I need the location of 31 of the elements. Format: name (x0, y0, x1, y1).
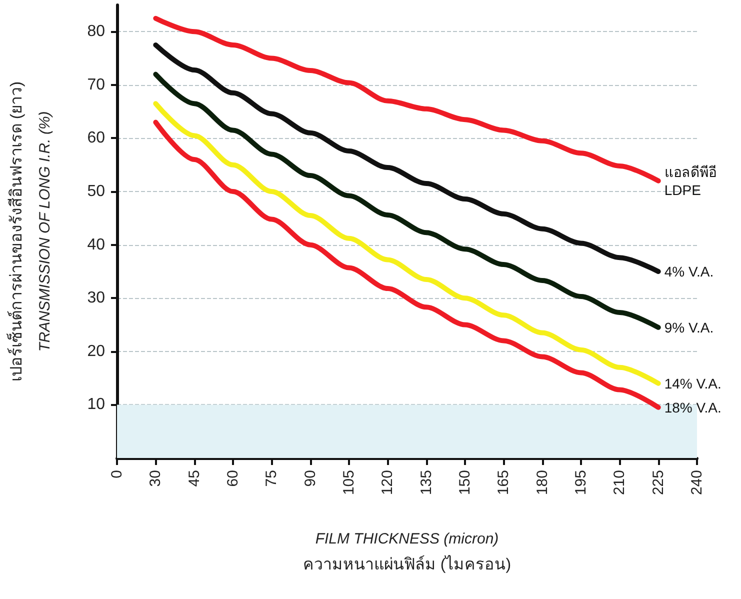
y-tick-label: 60 (87, 130, 106, 147)
series-label: แอลดีพีอี LDPE (664, 164, 716, 198)
y-tick-label: 30 (87, 290, 106, 307)
series-label: 14% V.A. (664, 375, 722, 392)
x-tick-label: 30 (147, 470, 164, 487)
x-tick-label: 90 (302, 470, 319, 487)
y-tick-label: 80 (87, 23, 106, 40)
x-axis-title: FILM THICKNESS (micron) ความหนาแผ่นฟิล์ม (ไมครอน) (302, 530, 512, 574)
x-tick-label: 195 (572, 470, 590, 496)
series-label: 4% V.A. (664, 263, 714, 280)
x-tick-label: 240 (688, 470, 706, 496)
y-axis-title: เปอร์เซ็นต์การผ่านของรังสีอินฟราเรด (ยาว) TRANSMISSION OF LONG I.R. (%) (6, 81, 54, 382)
x-tick-label: 225 (650, 470, 667, 496)
x-tick-label: 150 (456, 470, 474, 496)
x-tick-label: 120 (379, 470, 396, 496)
series-label: 9% V.A. (664, 319, 714, 336)
y-tick-label: 70 (87, 76, 106, 94)
y-tick-label: 40 (87, 236, 106, 254)
x-tick-label: 0 (108, 470, 126, 478)
y-tick-label: 10 (87, 396, 106, 414)
series-label: 18% V.A. (664, 399, 722, 416)
x-tick-label: 75 (263, 470, 280, 487)
y-tick-label: 50 (87, 183, 106, 200)
y-tick-label: 20 (87, 342, 106, 360)
x-tick-label: 210 (611, 470, 628, 496)
x-tick-label: 180 (534, 470, 551, 496)
x-tick-label: 135 (418, 470, 435, 496)
x-tick-label: 45 (186, 470, 203, 487)
x-tick-label: 105 (340, 470, 358, 496)
x-tick-label: 165 (495, 470, 512, 496)
x-tick-label: 60 (224, 470, 242, 487)
